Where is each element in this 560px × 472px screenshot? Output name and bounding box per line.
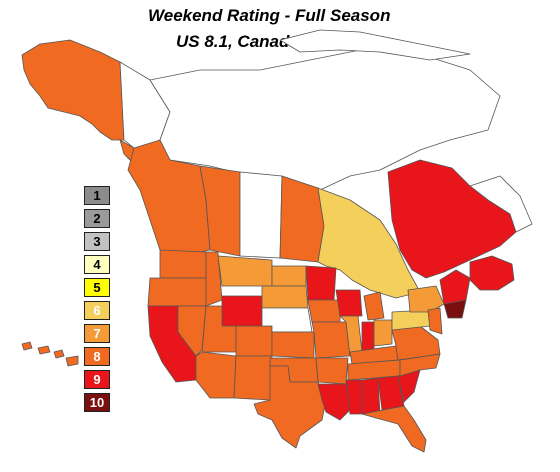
legend-item: 4 (84, 255, 110, 274)
region-alberta (199, 165, 241, 257)
region-florida (361, 405, 427, 453)
legend-item: 3 (84, 232, 110, 251)
legend-item: 9 (84, 370, 110, 389)
region-mid-atlantic (427, 307, 443, 335)
legend-item: 6 (84, 301, 110, 320)
region-ohio (373, 319, 393, 347)
region-oregon (147, 277, 207, 307)
region-hawaii-2 (37, 345, 51, 355)
region-hawaii-4 (65, 355, 79, 367)
region-nevada (177, 305, 207, 357)
region-arkansas (315, 357, 349, 385)
region-colorado (235, 325, 273, 357)
region-new-mexico (233, 355, 273, 401)
region-arizona (195, 351, 237, 399)
region-louisiana (317, 383, 351, 421)
region-iowa (307, 299, 341, 323)
region-montana (217, 255, 273, 287)
map-subtitle: US 8.1, Canada 8.2 (176, 32, 328, 51)
region-alaska (21, 39, 125, 141)
region-maritimes (469, 255, 515, 291)
map-title: Weekend Rating - Full Season (148, 6, 391, 25)
region-minnesota (305, 265, 337, 301)
region-manitoba (279, 175, 325, 263)
region-arctic-islands (279, 29, 471, 61)
legend-item: 8 (84, 347, 110, 366)
region-wisconsin (335, 289, 363, 317)
legend-item: 1 (84, 186, 110, 205)
region-indiana (361, 321, 375, 353)
region-hawaii-1 (21, 341, 33, 351)
region-south-dakota (261, 285, 309, 309)
region-northern-territories (149, 49, 501, 201)
region-quebec (387, 159, 517, 279)
region-north-dakota (271, 265, 307, 287)
legend-item: 5 (84, 278, 110, 297)
region-hawaii-3 (53, 349, 65, 359)
legend-item: 10 (84, 393, 110, 412)
region-alabama (361, 377, 381, 415)
region-ontario (317, 187, 421, 299)
region-kansas (271, 331, 315, 359)
legend-item: 2 (84, 209, 110, 228)
region-new-york (407, 285, 445, 313)
rating-legend: 1 2 3 4 5 6 7 8 9 10 (84, 186, 114, 416)
region-labrador (469, 175, 533, 233)
region-michigan (363, 291, 385, 321)
region-pennsylvania (391, 309, 431, 331)
region-texas (253, 365, 327, 449)
region-washington (159, 249, 207, 279)
region-missouri (311, 321, 351, 359)
region-southern-new-england (443, 299, 467, 319)
region-wyoming (221, 295, 263, 327)
region-saskatchewan (239, 171, 283, 259)
legend-item: 7 (84, 324, 110, 343)
